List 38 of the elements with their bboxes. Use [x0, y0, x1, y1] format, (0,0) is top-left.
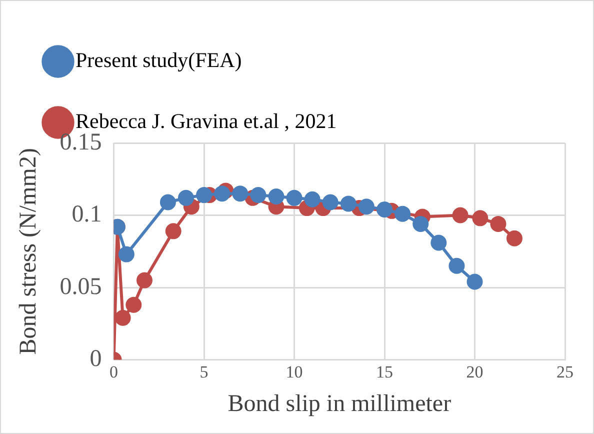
point: [340, 196, 356, 212]
point: [448, 258, 465, 274]
point: [136, 272, 152, 288]
point: [165, 223, 182, 240]
y-axis-title: Bond stress (N/mm2): [16, 148, 42, 355]
point: [452, 207, 468, 224]
point: [118, 246, 134, 262]
point: [160, 194, 176, 210]
point: [114, 310, 131, 326]
point: [214, 186, 230, 202]
x-tick-label: 10: [286, 362, 303, 382]
point: [358, 198, 374, 215]
point: [232, 186, 248, 202]
y-tick-label: 0.05: [60, 274, 102, 300]
x-tick-label: 20: [466, 362, 484, 382]
x-tick-label: 5: [200, 362, 208, 382]
x-tick-label: 25: [556, 362, 574, 382]
point: [430, 234, 447, 251]
point: [178, 190, 194, 206]
x-axis-title: Bond slip in millimeter: [228, 390, 452, 417]
point: [268, 188, 284, 204]
point: [466, 274, 483, 290]
point: [286, 190, 302, 206]
point: [126, 296, 142, 313]
point: [472, 210, 488, 226]
point: [196, 187, 212, 204]
legend-label: Present study(FEA): [76, 48, 242, 72]
point: [322, 194, 338, 210]
point: [394, 206, 411, 222]
point: [490, 216, 506, 232]
y-tick-label: 0.1: [72, 202, 102, 228]
point: [412, 216, 429, 232]
point: [304, 191, 320, 208]
point: [250, 187, 266, 204]
point: [506, 230, 522, 246]
x-tick-label: 0: [110, 362, 118, 382]
x-tick-label: 15: [376, 362, 394, 382]
point: [376, 201, 393, 218]
